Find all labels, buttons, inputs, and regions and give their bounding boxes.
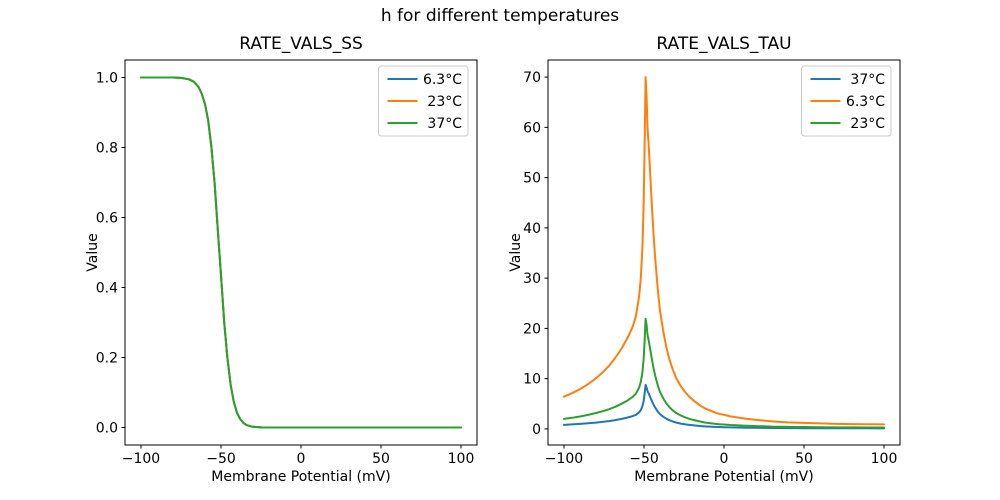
legend-label: 23°C [850, 116, 885, 132]
y-tick-label: 40 [523, 221, 541, 237]
y-tick-label: 60 [523, 120, 541, 136]
subplot-rate_vals_ss: −100 −50 0 50 100 0.0 0.2 0.4 0.6 0.8 1.0 RATE_VALS… [85, 34, 478, 485]
y-axis-label: Value [508, 233, 524, 271]
legend-box [378, 65, 469, 137]
y-tick-label: 10 [523, 372, 541, 388]
figure-suptitle: h for different temperatures [380, 6, 620, 26]
y-tick-label: 0.0 [96, 421, 118, 437]
axes-spines [124, 59, 478, 446]
y-tick-label: 70 [523, 70, 541, 86]
legend-label: 6.3°C [846, 94, 885, 110]
subplot-rate_vals_tau: −100 −50 0 50 100 0 10 20 30 40 50 60 70 RATE_VALS_TA… [508, 34, 901, 485]
legend-box [801, 65, 892, 137]
x-tick-label: −100 [122, 451, 160, 467]
axes-spines [547, 59, 901, 446]
y-tick-label: 0.4 [96, 281, 118, 297]
x-tick-label: 0 [720, 451, 729, 467]
x-tick-label: −100 [545, 451, 583, 467]
y-tick-label: 0.8 [96, 141, 118, 157]
legend-label: 37°C [427, 116, 462, 132]
series-line-37°C [140, 76, 462, 429]
x-tick-label: 100 [871, 451, 898, 467]
y-tick-label: 0.6 [96, 211, 118, 227]
x-tick-label: 50 [795, 451, 813, 467]
x-tick-label: −50 [629, 451, 659, 467]
legend-label: 37°C [850, 72, 885, 88]
x-tick-label: 100 [448, 451, 475, 467]
y-tick-label: 30 [523, 271, 541, 287]
y-tick-label: 50 [523, 171, 541, 187]
series-line-6.3°C [563, 76, 885, 426]
x-axis-label: Membrane Potential (mV) [634, 469, 813, 485]
x-tick-label: −50 [206, 451, 236, 467]
legend-label: 23°C [427, 94, 462, 110]
y-tick-label: 20 [523, 321, 541, 337]
x-tick-label: 50 [372, 451, 390, 467]
y-axis-label: Value [85, 233, 101, 271]
x-tick-label: 0 [297, 451, 306, 467]
x-axis-label: Membrane Potential (mV) [211, 469, 390, 485]
y-tick-label: 0 [532, 422, 541, 438]
subplot-title: RATE_VALS_SS [239, 34, 363, 54]
series-line-23°C [563, 317, 885, 429]
series-line-37°C [563, 383, 885, 430]
legend-label: 6.3°C [423, 72, 462, 88]
y-tick-label: 1.0 [96, 71, 118, 87]
y-tick-label: 0.2 [96, 351, 118, 367]
subplot-title: RATE_VALS_TAU [656, 34, 791, 54]
